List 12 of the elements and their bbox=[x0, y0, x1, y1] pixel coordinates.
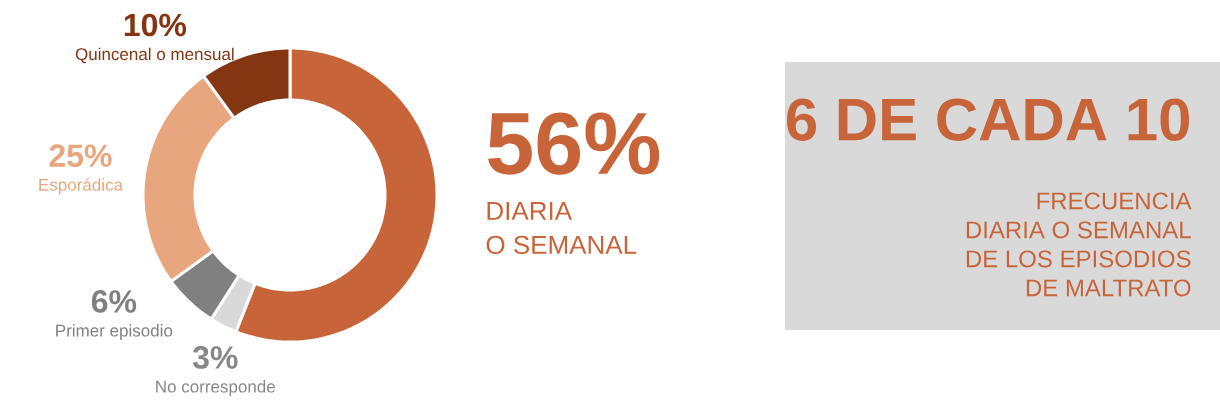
slice-label: Quincenal o mensual bbox=[75, 47, 234, 64]
slice-label: DIARIA O SEMANAL bbox=[486, 201, 637, 255]
slice-label: No corresponde bbox=[156, 380, 275, 396]
data-label: 25% bbox=[49, 144, 112, 167]
slice-label: Primer episodio bbox=[56, 324, 173, 340]
text: 6 DE CADA 10 bbox=[787, 98, 1190, 141]
text: FRECUENCIA DIARIA O SEMANAL DE LOS EPISODIOS DE MALTRATO bbox=[966, 192, 1192, 297]
slice-label: Esporádica bbox=[39, 178, 123, 195]
data-label: 56% bbox=[488, 112, 660, 175]
data-label: 10% bbox=[124, 13, 187, 37]
data-label: 6% bbox=[91, 290, 137, 313]
data-label: 3% bbox=[192, 346, 238, 369]
